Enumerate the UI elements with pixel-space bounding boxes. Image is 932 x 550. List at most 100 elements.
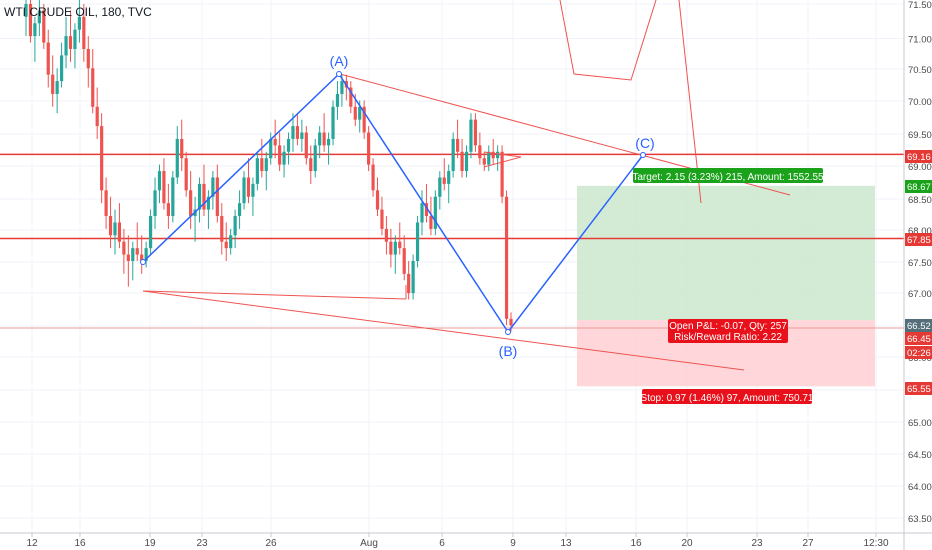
candle-body <box>171 177 175 217</box>
candle-body <box>451 138 455 172</box>
y-tick-label: 64.50 <box>908 450 932 461</box>
candle-body <box>166 203 170 217</box>
candle-body <box>255 158 259 184</box>
candle-body <box>424 203 429 217</box>
price-tag-bg <box>905 233 932 246</box>
candle-body <box>95 106 99 127</box>
wave-point <box>336 71 342 77</box>
y-tick-label: 67.00 <box>908 289 932 300</box>
candle-body <box>148 216 153 249</box>
y-tick-label: 67.50 <box>908 258 932 269</box>
candle-body <box>304 132 308 159</box>
price-tag-bg <box>905 319 932 332</box>
candle-body <box>100 126 104 191</box>
candle-body <box>500 151 504 197</box>
candle-body <box>433 196 437 229</box>
candle-body <box>380 209 384 229</box>
candle-body <box>215 177 219 217</box>
wave-point <box>640 152 646 158</box>
candle-body <box>300 132 304 139</box>
candle-body <box>242 177 246 204</box>
candle-body <box>264 158 268 172</box>
candle-body <box>237 203 242 217</box>
candle-body <box>82 16 86 49</box>
x-tick-label: 20 <box>681 538 693 549</box>
candle-body <box>229 235 233 249</box>
candle-body <box>291 126 295 139</box>
price-tag-label: 66.52 <box>907 321 931 332</box>
candle-body <box>211 177 215 197</box>
price-tag-label: 66.45 <box>907 334 931 345</box>
y-tick-label: 69.50 <box>908 130 932 141</box>
wave-point <box>505 329 511 335</box>
y-axis-bg <box>904 0 932 550</box>
candle-body <box>420 203 424 223</box>
candle-body <box>122 241 126 255</box>
candle-body <box>202 183 206 210</box>
price-tags: 69.16 68.67 67.85 66.52 66.45 02:26 65.55 <box>905 150 932 395</box>
candle-body <box>91 68 95 107</box>
candle-body <box>197 183 202 210</box>
candle-body <box>375 190 380 210</box>
candle-body <box>411 261 415 294</box>
candle-body <box>398 241 402 249</box>
rr-text: Risk/Reward Ratio: 2.22 <box>674 332 782 343</box>
candle-body <box>402 248 406 274</box>
price-tag-bg <box>905 150 932 163</box>
candle-body <box>220 216 224 242</box>
x-tick-label: 16 <box>630 538 642 549</box>
x-tick-label: 27 <box>802 538 814 549</box>
candle-body <box>131 248 135 261</box>
candle-body <box>184 158 188 191</box>
candle-body <box>37 10 41 24</box>
lower-trendline <box>142 290 745 371</box>
x-tick-label: 23 <box>751 538 763 549</box>
target-text: Target: 2.15 (3.23%) 215, Amount: 1552.5… <box>632 172 824 183</box>
candle-body <box>46 42 50 75</box>
candle-body <box>135 248 139 255</box>
candle-body <box>415 222 420 261</box>
candle-body <box>335 93 340 107</box>
pnl-text: Open P&L: -0.07, Qty: 257 <box>669 321 787 332</box>
candle-body <box>389 241 393 255</box>
y-tick-label: 68.00 <box>908 226 932 237</box>
wave-point <box>140 259 146 265</box>
projection-w <box>559 0 657 81</box>
x-tick-label: 16 <box>74 538 86 549</box>
candle-body <box>24 4 28 17</box>
stop-tag-bg <box>642 389 812 404</box>
candle-body <box>86 48 90 69</box>
candle-body <box>113 222 117 236</box>
stop-text: Stop: 0.97 (1.46%) 97, Amount: 750.71 <box>641 393 814 404</box>
candle-body <box>322 132 326 146</box>
candle-body <box>331 106 335 139</box>
candle-body <box>496 151 500 159</box>
candle-body <box>371 164 375 191</box>
price-tag-label: 69.16 <box>907 152 931 163</box>
candle-body <box>55 81 59 94</box>
candle-body <box>340 81 344 94</box>
candle-body <box>318 132 322 146</box>
candle-body <box>326 138 331 146</box>
x-tick-label: 26 <box>265 538 277 549</box>
candle-body <box>358 106 362 120</box>
pnl-tag-bg <box>668 319 788 343</box>
candle-body <box>473 119 478 146</box>
target-tag-bg <box>633 168 823 183</box>
x-tick-label: 6 <box>439 538 445 549</box>
y-tick-label: 71.50 <box>908 0 932 11</box>
price-tag-bg <box>905 346 932 359</box>
x-tick-label: 12 <box>26 538 38 549</box>
candle-body <box>407 273 411 294</box>
candle-body <box>157 171 162 191</box>
candle-body <box>309 158 313 172</box>
y-tick-label: 65.00 <box>908 418 932 429</box>
candle-body <box>278 145 282 165</box>
candle-body <box>460 151 464 172</box>
candle-body <box>286 138 291 152</box>
price-tag-label: 68.67 <box>907 182 931 193</box>
wave-label-b: (B) <box>499 343 518 359</box>
candle-body <box>491 151 495 159</box>
